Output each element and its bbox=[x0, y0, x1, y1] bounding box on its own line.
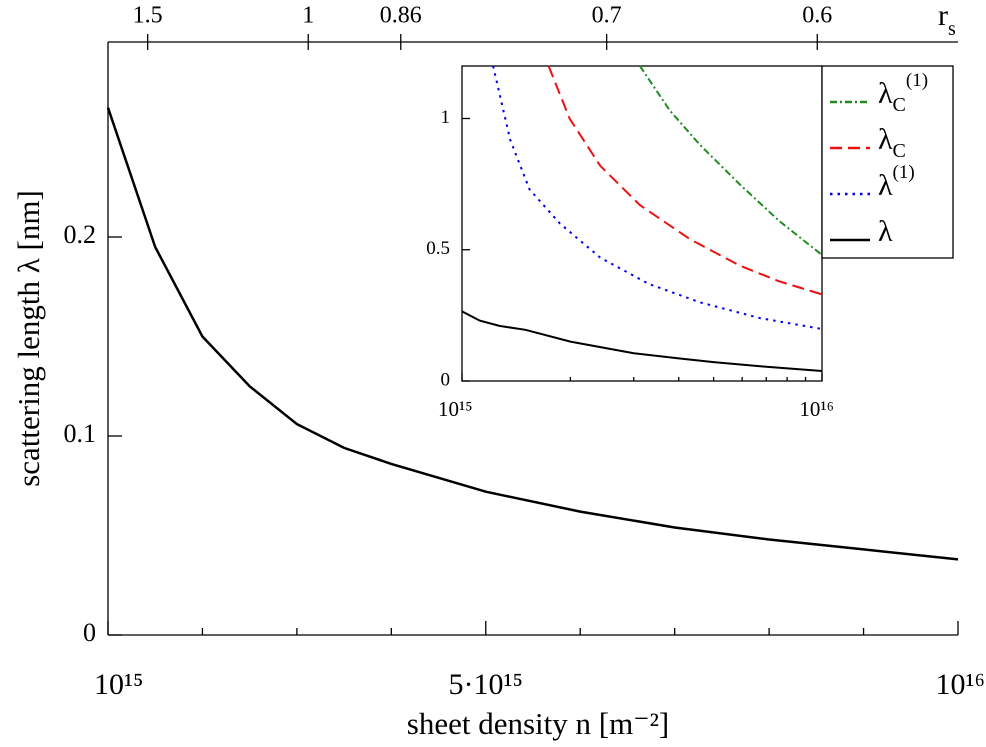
x-tick-label: 10¹⁶ bbox=[799, 397, 834, 421]
y-tick-label: 0.1 bbox=[64, 419, 97, 448]
series-line bbox=[492, 65, 823, 330]
legend-label: λ bbox=[878, 215, 893, 248]
series-line bbox=[461, 310, 823, 372]
legend-label: λ(1) bbox=[878, 162, 915, 202]
y-tick-label: 0 bbox=[83, 618, 96, 647]
legend-sup: (1) bbox=[906, 70, 928, 91]
x2-tick-label: 1.5 bbox=[133, 3, 163, 29]
legend-label: λC bbox=[878, 123, 906, 162]
x-tick-label: 10¹⁶ bbox=[936, 668, 985, 701]
inset-frame bbox=[461, 65, 823, 382]
y-tick-label: 0 bbox=[441, 369, 451, 390]
y-tick-label: 1 bbox=[441, 107, 451, 128]
legend-label: λC(1) bbox=[878, 70, 928, 115]
legend-frame bbox=[821, 65, 954, 259]
x2-label: rs bbox=[938, 0, 956, 40]
x-tick-label: 10¹⁵ bbox=[94, 668, 143, 701]
y-tick-label: 0.5 bbox=[426, 238, 450, 259]
series-line bbox=[106, 107, 959, 561]
x-tick-label: 5·10¹⁵ bbox=[449, 668, 523, 701]
legend-name: λ bbox=[878, 215, 893, 248]
x2-tick-label: 0.7 bbox=[592, 3, 622, 29]
x2-label-sub: s bbox=[948, 18, 956, 40]
legend-sup: (1) bbox=[893, 162, 915, 183]
legend-name: λ bbox=[878, 123, 893, 156]
x-label: sheet density n [m⁻²] bbox=[407, 706, 669, 741]
x-tick-label: 10¹⁵ bbox=[438, 397, 473, 421]
legend-name: λ bbox=[878, 169, 893, 202]
x2-tick-label: 1 bbox=[302, 3, 314, 29]
x2-tick-label: 0.86 bbox=[380, 3, 422, 29]
legend-name: λ bbox=[878, 77, 893, 110]
x2-tick-label: 0.6 bbox=[802, 3, 832, 29]
y-tick-label: 0.2 bbox=[64, 220, 97, 249]
legend-sub: C bbox=[893, 140, 906, 162]
x2-label-main: r bbox=[938, 0, 948, 32]
legend-sub: C bbox=[893, 94, 906, 116]
series-line bbox=[547, 65, 823, 296]
y-label: scattering length λ [nm] bbox=[11, 190, 46, 487]
